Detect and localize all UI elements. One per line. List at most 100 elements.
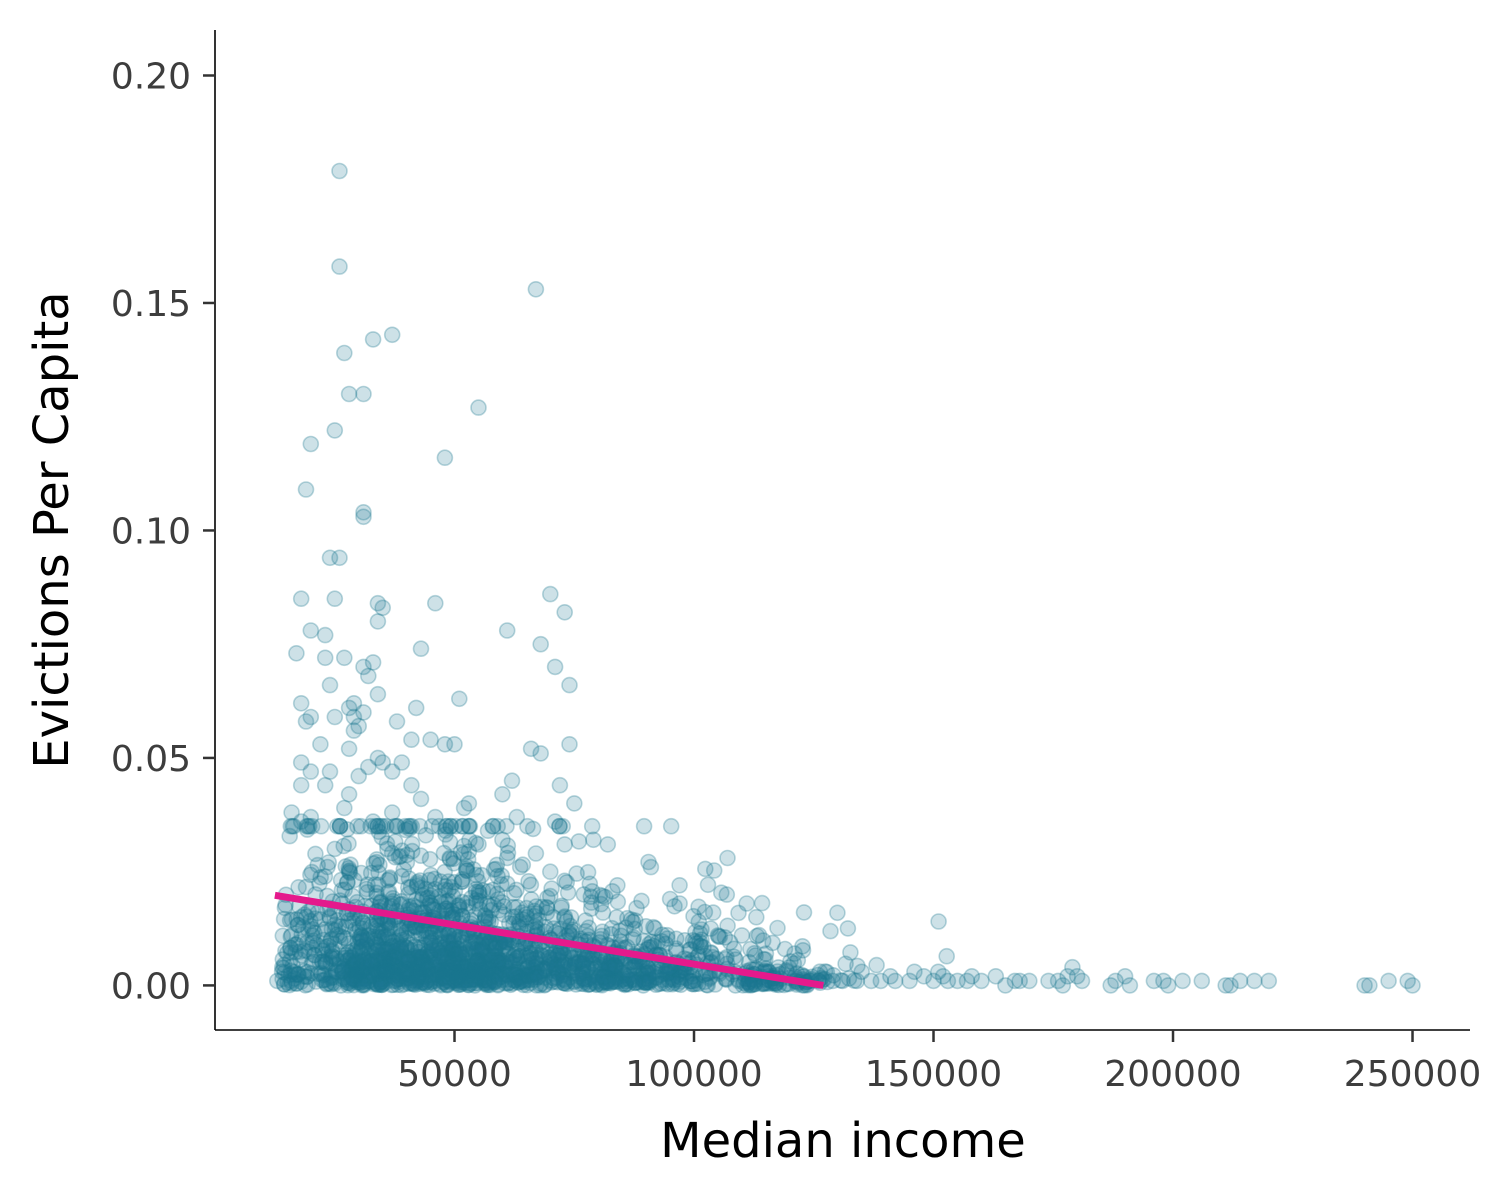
data-point — [469, 872, 487, 890]
data-point — [292, 908, 310, 926]
data-point — [485, 954, 503, 972]
data-point — [368, 976, 386, 993]
data-point — [506, 965, 523, 983]
data-point — [339, 974, 357, 991]
data-point — [402, 941, 420, 959]
data-point — [364, 813, 382, 830]
data-point — [661, 890, 679, 908]
data-point — [444, 952, 461, 970]
data-point — [575, 975, 593, 993]
data-point — [450, 967, 468, 985]
data-point — [517, 967, 535, 985]
data-point — [489, 951, 507, 969]
data-point — [477, 967, 495, 985]
data-point — [372, 973, 390, 991]
data-point — [449, 952, 467, 969]
data-point — [430, 958, 448, 976]
data-point — [444, 888, 462, 905]
data-point — [389, 971, 407, 988]
data-point — [400, 969, 418, 987]
data-point — [423, 969, 441, 987]
data-point — [592, 975, 610, 993]
data-point — [293, 926, 311, 944]
data-point — [399, 963, 417, 980]
data-point — [696, 860, 714, 878]
data-point — [326, 975, 344, 992]
data-point — [364, 331, 382, 348]
data-point — [474, 966, 491, 984]
data-point — [278, 944, 296, 962]
data-point — [672, 976, 690, 994]
data-point — [1217, 977, 1234, 994]
data-point — [570, 833, 588, 850]
data-point — [543, 974, 560, 991]
data-point — [354, 914, 372, 932]
data-point — [498, 817, 515, 835]
data-point — [435, 973, 453, 991]
data-point — [403, 817, 421, 835]
data-point — [507, 946, 524, 964]
data-point — [388, 817, 406, 835]
data-point — [667, 930, 685, 948]
data-point — [423, 967, 441, 984]
data-point — [314, 942, 332, 959]
data-point — [316, 626, 334, 644]
data-point — [370, 823, 388, 841]
data-point — [558, 975, 576, 993]
data-point — [527, 280, 545, 298]
data-point — [337, 858, 355, 875]
data-point — [333, 881, 351, 899]
data-point — [684, 973, 701, 990]
data-point — [534, 947, 552, 965]
data-point — [343, 961, 361, 979]
data-point — [441, 850, 459, 868]
data-point — [339, 951, 357, 969]
data-point — [436, 449, 454, 467]
data-point — [429, 961, 447, 979]
data-point — [342, 949, 360, 967]
data-point — [481, 933, 499, 951]
data-point — [505, 884, 523, 902]
data-point — [399, 949, 417, 967]
data-point — [386, 817, 403, 835]
data-point — [512, 947, 529, 965]
data-point — [473, 940, 491, 958]
data-point — [506, 971, 524, 988]
data-point — [348, 965, 366, 983]
data-point — [422, 731, 439, 749]
data-point — [327, 963, 345, 981]
data-point — [640, 973, 658, 991]
data-point — [546, 970, 563, 988]
data-point — [409, 953, 427, 971]
data-point — [611, 922, 628, 940]
data-point — [352, 972, 370, 990]
data-point — [326, 840, 344, 858]
data-point — [436, 949, 453, 966]
data-point — [388, 963, 406, 981]
data-point — [471, 950, 489, 968]
data-point — [382, 954, 399, 972]
data-point — [476, 908, 494, 925]
data-point — [509, 969, 527, 986]
data-point — [443, 962, 461, 979]
data-point — [882, 967, 899, 985]
data-point — [613, 975, 631, 992]
data-point — [471, 951, 489, 969]
data-point — [358, 954, 376, 972]
data-point — [511, 858, 529, 876]
data-point — [403, 967, 421, 985]
data-point — [789, 951, 807, 969]
data-point — [450, 897, 468, 914]
data-point — [430, 969, 448, 987]
data-point — [437, 971, 455, 989]
data-point — [480, 934, 498, 952]
data-point — [575, 886, 593, 903]
data-point — [392, 970, 410, 988]
data-point — [417, 880, 435, 898]
data-point — [517, 947, 535, 965]
data-point — [415, 922, 432, 940]
data-point — [456, 971, 474, 989]
data-point — [445, 934, 463, 952]
data-point — [811, 963, 829, 981]
data-point — [438, 900, 455, 918]
